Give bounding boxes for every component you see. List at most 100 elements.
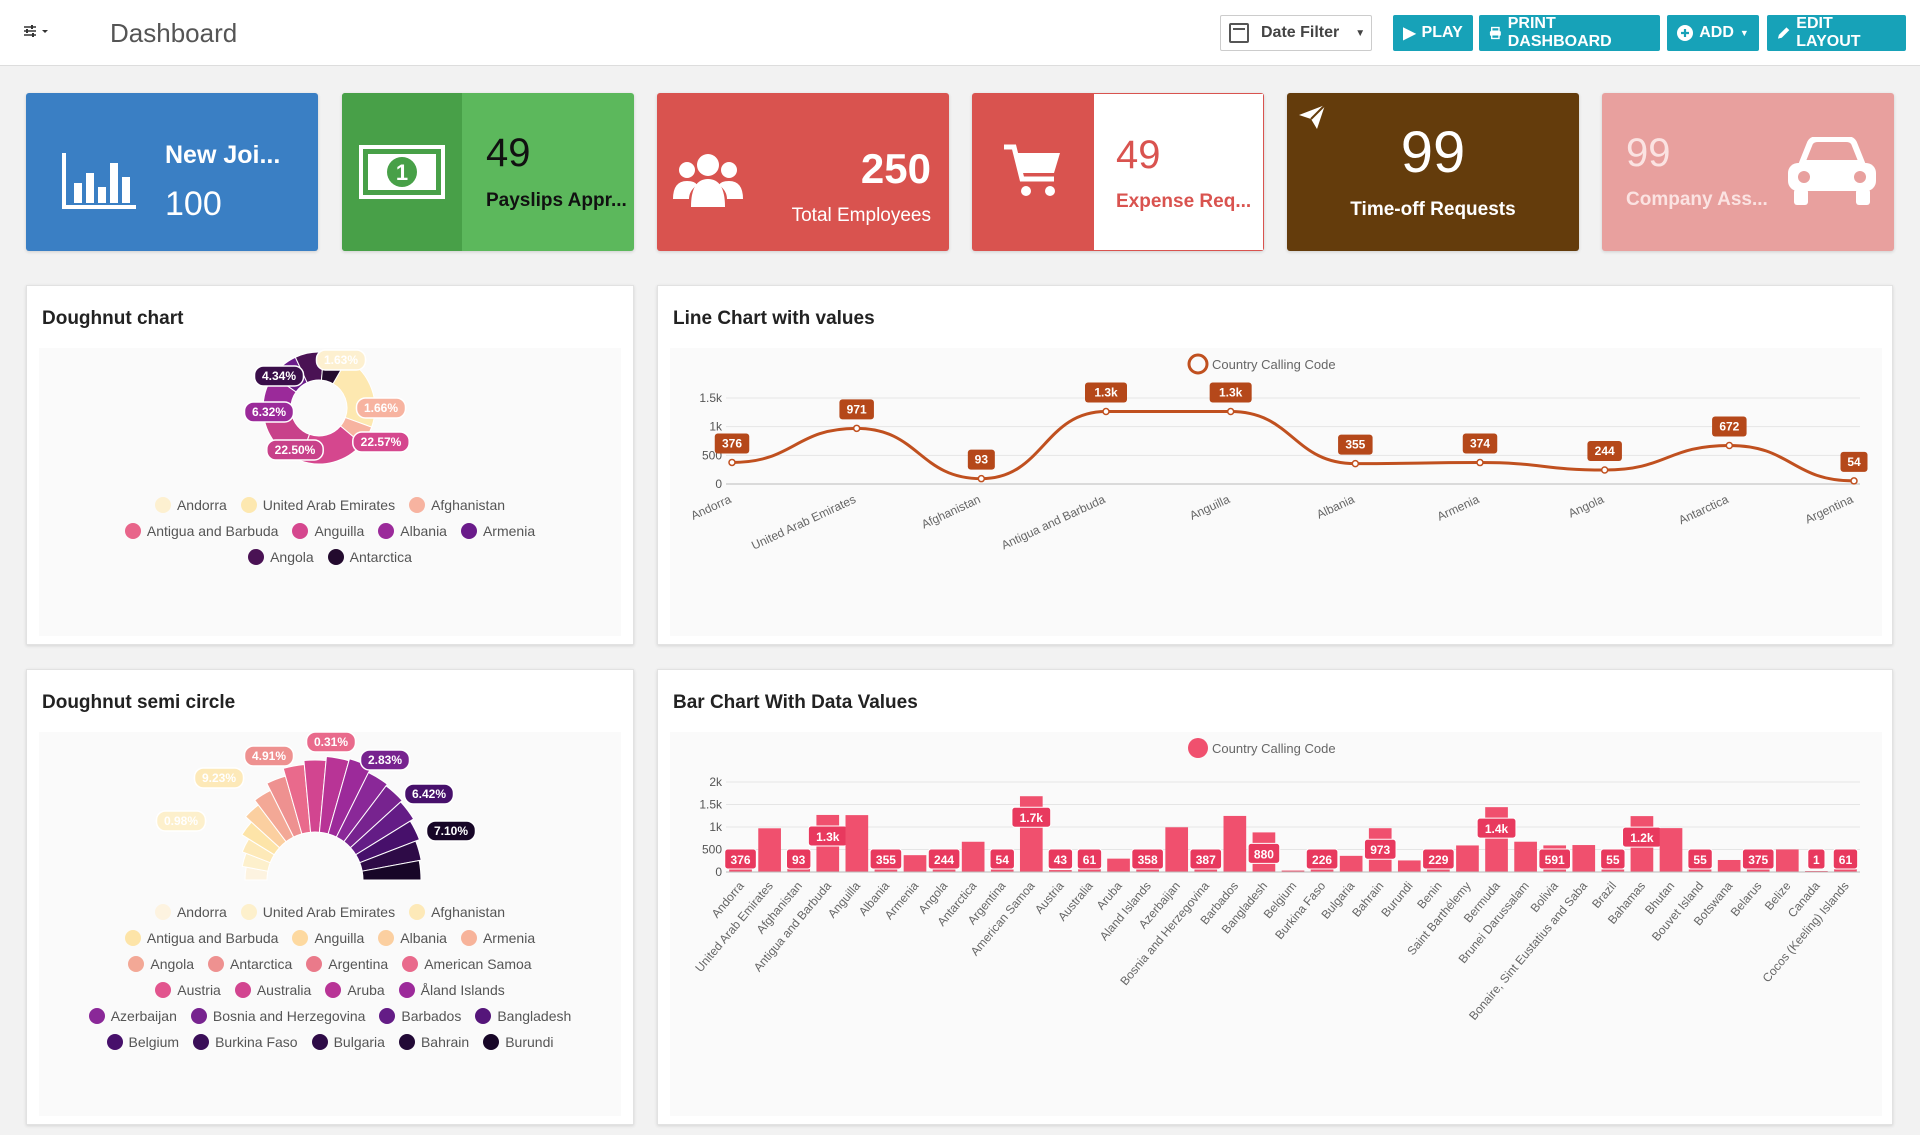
- legend-item[interactable]: Australia: [234, 982, 311, 998]
- data-point[interactable]: [852, 424, 861, 433]
- date-filter-dropdown[interactable]: Date Filter ▼: [1220, 15, 1372, 51]
- legend-item[interactable]: Bahrain: [398, 1034, 469, 1050]
- bar[interactable]: [1049, 870, 1072, 872]
- legend-label: Andorra: [176, 497, 227, 513]
- add-button[interactable]: ADD ▼: [1667, 15, 1759, 51]
- semi-slice[interactable]: [361, 859, 422, 881]
- data-point[interactable]: [728, 458, 736, 467]
- data-point[interactable]: [1226, 407, 1235, 416]
- legend-item[interactable]: Andorra: [154, 904, 227, 920]
- bar[interactable]: [1688, 869, 1712, 872]
- kpi-tile-total-employees[interactable]: 250 Total Employees: [657, 93, 949, 251]
- bar-legend[interactable]: Country Calling Code: [1188, 738, 1336, 758]
- legend-item[interactable]: Armenia: [460, 523, 535, 539]
- legend-swatch: [483, 1034, 500, 1050]
- line-legend[interactable]: Country Calling Code: [1187, 353, 1336, 375]
- bar-chart[interactable]: Country Calling Code05001k1.5k2k376Andor…: [670, 732, 1882, 1116]
- kpi-tile-new-joiners[interactable]: New Joi... 100: [26, 93, 318, 251]
- data-point[interactable]: [1102, 407, 1110, 416]
- legend-item[interactable]: Albania: [378, 930, 447, 946]
- bar[interactable]: [1223, 815, 1247, 872]
- legend-item[interactable]: Åland Islands: [398, 982, 505, 998]
- legend-item[interactable]: United Arab Emirates: [240, 497, 395, 513]
- doughnut-chart[interactable]: 4.34% 1.63% 1.66% 22.57% 22.50% 6.32%: [39, 348, 621, 508]
- legend-item[interactable]: Afghanistan: [409, 904, 505, 920]
- kpi-tile-company-assets[interactable]: 99 Company Ass...: [1602, 93, 1894, 251]
- legend-item[interactable]: Argentina: [306, 956, 388, 972]
- bar[interactable]: [1078, 869, 1101, 872]
- sliders-icon[interactable]: [22, 24, 58, 44]
- legend-item[interactable]: American Samoa: [402, 956, 532, 972]
- legend-item[interactable]: Burkina Faso: [193, 1034, 298, 1050]
- data-point[interactable]: [1850, 477, 1858, 485]
- svg-text:1.3k: 1.3k: [1094, 386, 1118, 400]
- bar[interactable]: [1659, 828, 1683, 872]
- legend-item[interactable]: Anguilla: [292, 523, 364, 539]
- play-button[interactable]: ▶ PLAY: [1393, 15, 1473, 51]
- bar[interactable]: [961, 841, 985, 872]
- svg-text:6.42%: 6.42%: [412, 787, 446, 801]
- kpi-tile-time-off-requests[interactable]: 99 Time-off Requests: [1287, 93, 1579, 251]
- data-point[interactable]: [1351, 459, 1360, 468]
- bar[interactable]: [1107, 858, 1130, 872]
- legend-swatch: [378, 930, 395, 946]
- data-label: 1: [1807, 848, 1826, 870]
- legend-item[interactable]: Angola: [128, 956, 194, 972]
- doughnut-semi-circle-chart[interactable]: 4.91% 0.31% 2.83% 6.42% 7.10% 9.23% 0.98%: [39, 732, 621, 902]
- legend-item[interactable]: Antarctica: [208, 956, 292, 972]
- legend-item[interactable]: Andorra: [154, 497, 227, 513]
- kpi-tile-expense-requests[interactable]: 49 Expense Req...: [972, 93, 1264, 251]
- bar[interactable]: [1339, 855, 1363, 872]
- legend-item[interactable]: Bulgaria: [311, 1034, 385, 1050]
- legend-label: Antigua and Barbuda: [146, 930, 279, 946]
- data-point[interactable]: [1476, 458, 1484, 467]
- bar[interactable]: [1717, 859, 1741, 872]
- svg-text:374: 374: [1470, 437, 1490, 451]
- bar[interactable]: [1485, 807, 1508, 872]
- bar[interactable]: [1165, 827, 1189, 872]
- kpi-tile-payslips[interactable]: 1 49 Payslips Appr...: [342, 93, 634, 251]
- legend-item[interactable]: Azerbaijan: [88, 1008, 177, 1024]
- legend-label: Anguilla: [314, 523, 365, 539]
- legend-item[interactable]: Antarctica: [327, 549, 412, 565]
- legend-swatch: [378, 523, 395, 539]
- bar[interactable]: [903, 855, 927, 872]
- data-point[interactable]: [977, 474, 986, 483]
- bar[interactable]: [1601, 869, 1625, 872]
- legend-item[interactable]: Belgium: [106, 1034, 179, 1050]
- bar[interactable]: [1281, 870, 1305, 872]
- bar[interactable]: [1775, 849, 1799, 872]
- legend-item[interactable]: Burundi: [483, 1034, 553, 1050]
- bar[interactable]: [845, 815, 869, 872]
- bar[interactable]: [1572, 845, 1596, 872]
- data-point[interactable]: [1600, 466, 1609, 474]
- print-dashboard-button[interactable]: PRINT DASHBOARD: [1479, 15, 1660, 51]
- legend-item[interactable]: United Arab Emirates: [240, 904, 395, 920]
- edit-layout-button[interactable]: EDIT LAYOUT: [1767, 15, 1906, 51]
- bar[interactable]: [1514, 841, 1537, 872]
- bar[interactable]: [787, 867, 811, 872]
- legend-item[interactable]: Afghanistan: [409, 497, 505, 513]
- legend-item[interactable]: Armenia: [460, 930, 535, 946]
- tile-value: 100: [165, 185, 222, 223]
- legend-item[interactable]: Bosnia and Herzegovina: [190, 1008, 365, 1024]
- legend-item[interactable]: Austria: [155, 982, 221, 998]
- bar[interactable]: [1456, 845, 1479, 872]
- legend-item[interactable]: Albania: [378, 523, 447, 539]
- bar[interactable]: [990, 869, 1014, 872]
- line-chart[interactable]: Country Calling Code05001k1.5k376Andorra…: [670, 348, 1882, 636]
- data-point[interactable]: [1725, 441, 1734, 450]
- legend-item[interactable]: Antigua and Barbuda: [124, 523, 278, 539]
- svg-text:Country Calling Code: Country Calling Code: [1212, 357, 1336, 372]
- legend-item[interactable]: Aruba: [325, 982, 385, 998]
- legend-item[interactable]: Barbados: [379, 1008, 461, 1024]
- legend-item[interactable]: Angola: [248, 549, 314, 565]
- bar[interactable]: [1397, 860, 1421, 872]
- data-label: 1.7k: [1011, 806, 1052, 828]
- legend-item[interactable]: Anguilla: [292, 930, 364, 946]
- legend-item[interactable]: Antigua and Barbuda: [124, 930, 279, 946]
- svg-text:22.50%: 22.50%: [275, 443, 316, 457]
- bar[interactable]: [758, 828, 781, 872]
- bar[interactable]: [1834, 869, 1857, 872]
- legend-item[interactable]: Bangladesh: [475, 1008, 571, 1024]
